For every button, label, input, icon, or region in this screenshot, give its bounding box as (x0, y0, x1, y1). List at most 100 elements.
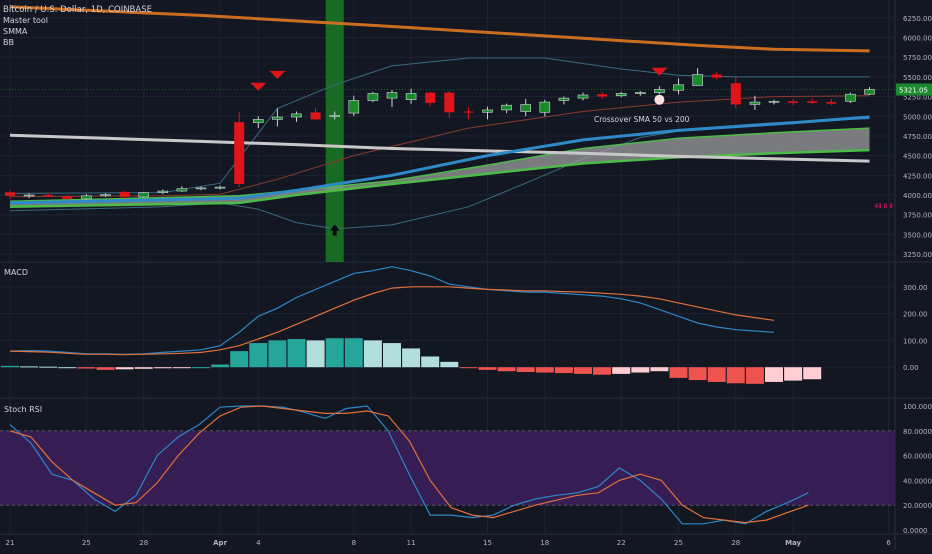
stoch-rsi-k-line (9, 405, 809, 525)
cloud-band-fill (10, 128, 870, 207)
candle[interactable] (157, 189, 169, 195)
candle[interactable] (367, 91, 379, 103)
candle[interactable] (539, 99, 551, 117)
candle[interactable] (138, 191, 149, 198)
candle[interactable] (711, 72, 722, 80)
candle[interactable] (176, 186, 188, 192)
candle[interactable] (253, 116, 264, 129)
indicator-label-master-tool[interactable]: Master tool (3, 16, 48, 25)
macd-tick-label: 0.00 (903, 364, 919, 372)
candle[interactable] (444, 91, 455, 118)
price-panel[interactable] (0, 0, 895, 262)
macd-histogram-bar (402, 348, 421, 368)
price-tick-label: 5750.00 (903, 54, 932, 62)
macd-histogram-bar (497, 367, 516, 372)
candle[interactable] (119, 191, 130, 199)
candle[interactable] (864, 87, 875, 95)
candle[interactable] (673, 78, 684, 95)
macd-histogram-bar (459, 367, 478, 369)
candle[interactable] (348, 95, 360, 117)
candle[interactable] (845, 92, 856, 103)
candle[interactable] (597, 91, 608, 99)
candle[interactable] (501, 103, 512, 114)
buy-signal-arrow (329, 224, 340, 236)
macd-histogram-bar (20, 366, 39, 368)
macd-title[interactable]: MACD (4, 268, 28, 277)
stoch-rsi-panel[interactable] (0, 405, 895, 525)
candle[interactable] (692, 68, 703, 86)
candle-body (768, 100, 780, 103)
candle[interactable] (520, 98, 532, 117)
candle-body (119, 191, 130, 197)
candle[interactable] (23, 193, 35, 199)
candle[interactable] (634, 91, 646, 96)
candle[interactable] (463, 106, 474, 120)
macd-histogram-bar (765, 367, 783, 382)
candle[interactable] (386, 90, 398, 107)
candle[interactable] (826, 98, 837, 106)
candle[interactable] (654, 86, 665, 95)
candle-body (692, 74, 703, 86)
candle[interactable] (214, 185, 226, 190)
stoch-rsi-tick-label: 0.0000 (903, 527, 928, 535)
candle[interactable] (62, 195, 73, 201)
candle-body (348, 100, 360, 114)
candle[interactable] (788, 98, 799, 106)
indicator-label-bb[interactable]: BB (3, 38, 14, 47)
candle[interactable] (577, 92, 589, 101)
price-tick-label: 3250.00 (903, 251, 932, 259)
band-upper-line (9, 127, 870, 203)
indicator-label-smma[interactable]: SMMA (3, 27, 28, 36)
candle[interactable] (807, 98, 818, 105)
candle[interactable] (768, 99, 780, 105)
macd-panel[interactable] (1, 266, 822, 384)
candle[interactable] (310, 108, 321, 121)
macd-histogram-bar (58, 367, 77, 369)
macd-histogram-bar (516, 367, 535, 373)
candle[interactable] (558, 96, 570, 105)
time-tick-label: 25 (82, 539, 91, 547)
macd-tick-label: 100.00 (903, 337, 928, 345)
candle[interactable] (482, 106, 493, 120)
price-tick-label: 3500.00 (903, 231, 932, 239)
candle[interactable] (329, 111, 341, 120)
macd-histogram-bar (211, 364, 230, 368)
candle[interactable] (425, 91, 436, 107)
candle-body (463, 111, 474, 113)
symbol-title: Bitcoin / U.S. Dollar, 1D, COINBASE (3, 5, 152, 15)
macd-histogram-bar (325, 338, 344, 368)
candle-body (673, 84, 684, 91)
candle[interactable] (615, 91, 627, 98)
macd-histogram-bar (134, 367, 153, 369)
candle[interactable] (272, 108, 283, 127)
candle-body (788, 101, 799, 103)
price-tick-label: 5500.00 (903, 74, 932, 82)
candle[interactable] (81, 194, 92, 200)
candle-body (807, 101, 818, 103)
macd-histogram-bar (268, 340, 287, 368)
candle[interactable] (749, 95, 761, 110)
time-tick-label: 15 (483, 539, 492, 547)
price-tick-label: 6250.00 (903, 15, 932, 23)
stoch-rsi-band (0, 430, 895, 506)
candle[interactable] (234, 112, 245, 188)
stoch-rsi-d-line (9, 405, 809, 524)
candle[interactable] (730, 76, 741, 109)
candle[interactable] (100, 193, 111, 197)
candle[interactable] (195, 186, 207, 191)
candle-body (577, 94, 589, 99)
candle-body (425, 92, 436, 103)
candle[interactable] (291, 111, 302, 122)
price-tick-label: 5000.00 (903, 113, 932, 121)
time-tick-label: 6 (886, 539, 891, 547)
macd-histogram-bar (612, 367, 631, 374)
candle-body (43, 195, 54, 197)
candle[interactable] (5, 190, 15, 199)
candle[interactable] (43, 192, 54, 198)
macd-histogram-bar (383, 343, 401, 368)
stoch-rsi-title[interactable]: Stoch RSI (4, 405, 42, 414)
candle[interactable] (405, 88, 417, 104)
